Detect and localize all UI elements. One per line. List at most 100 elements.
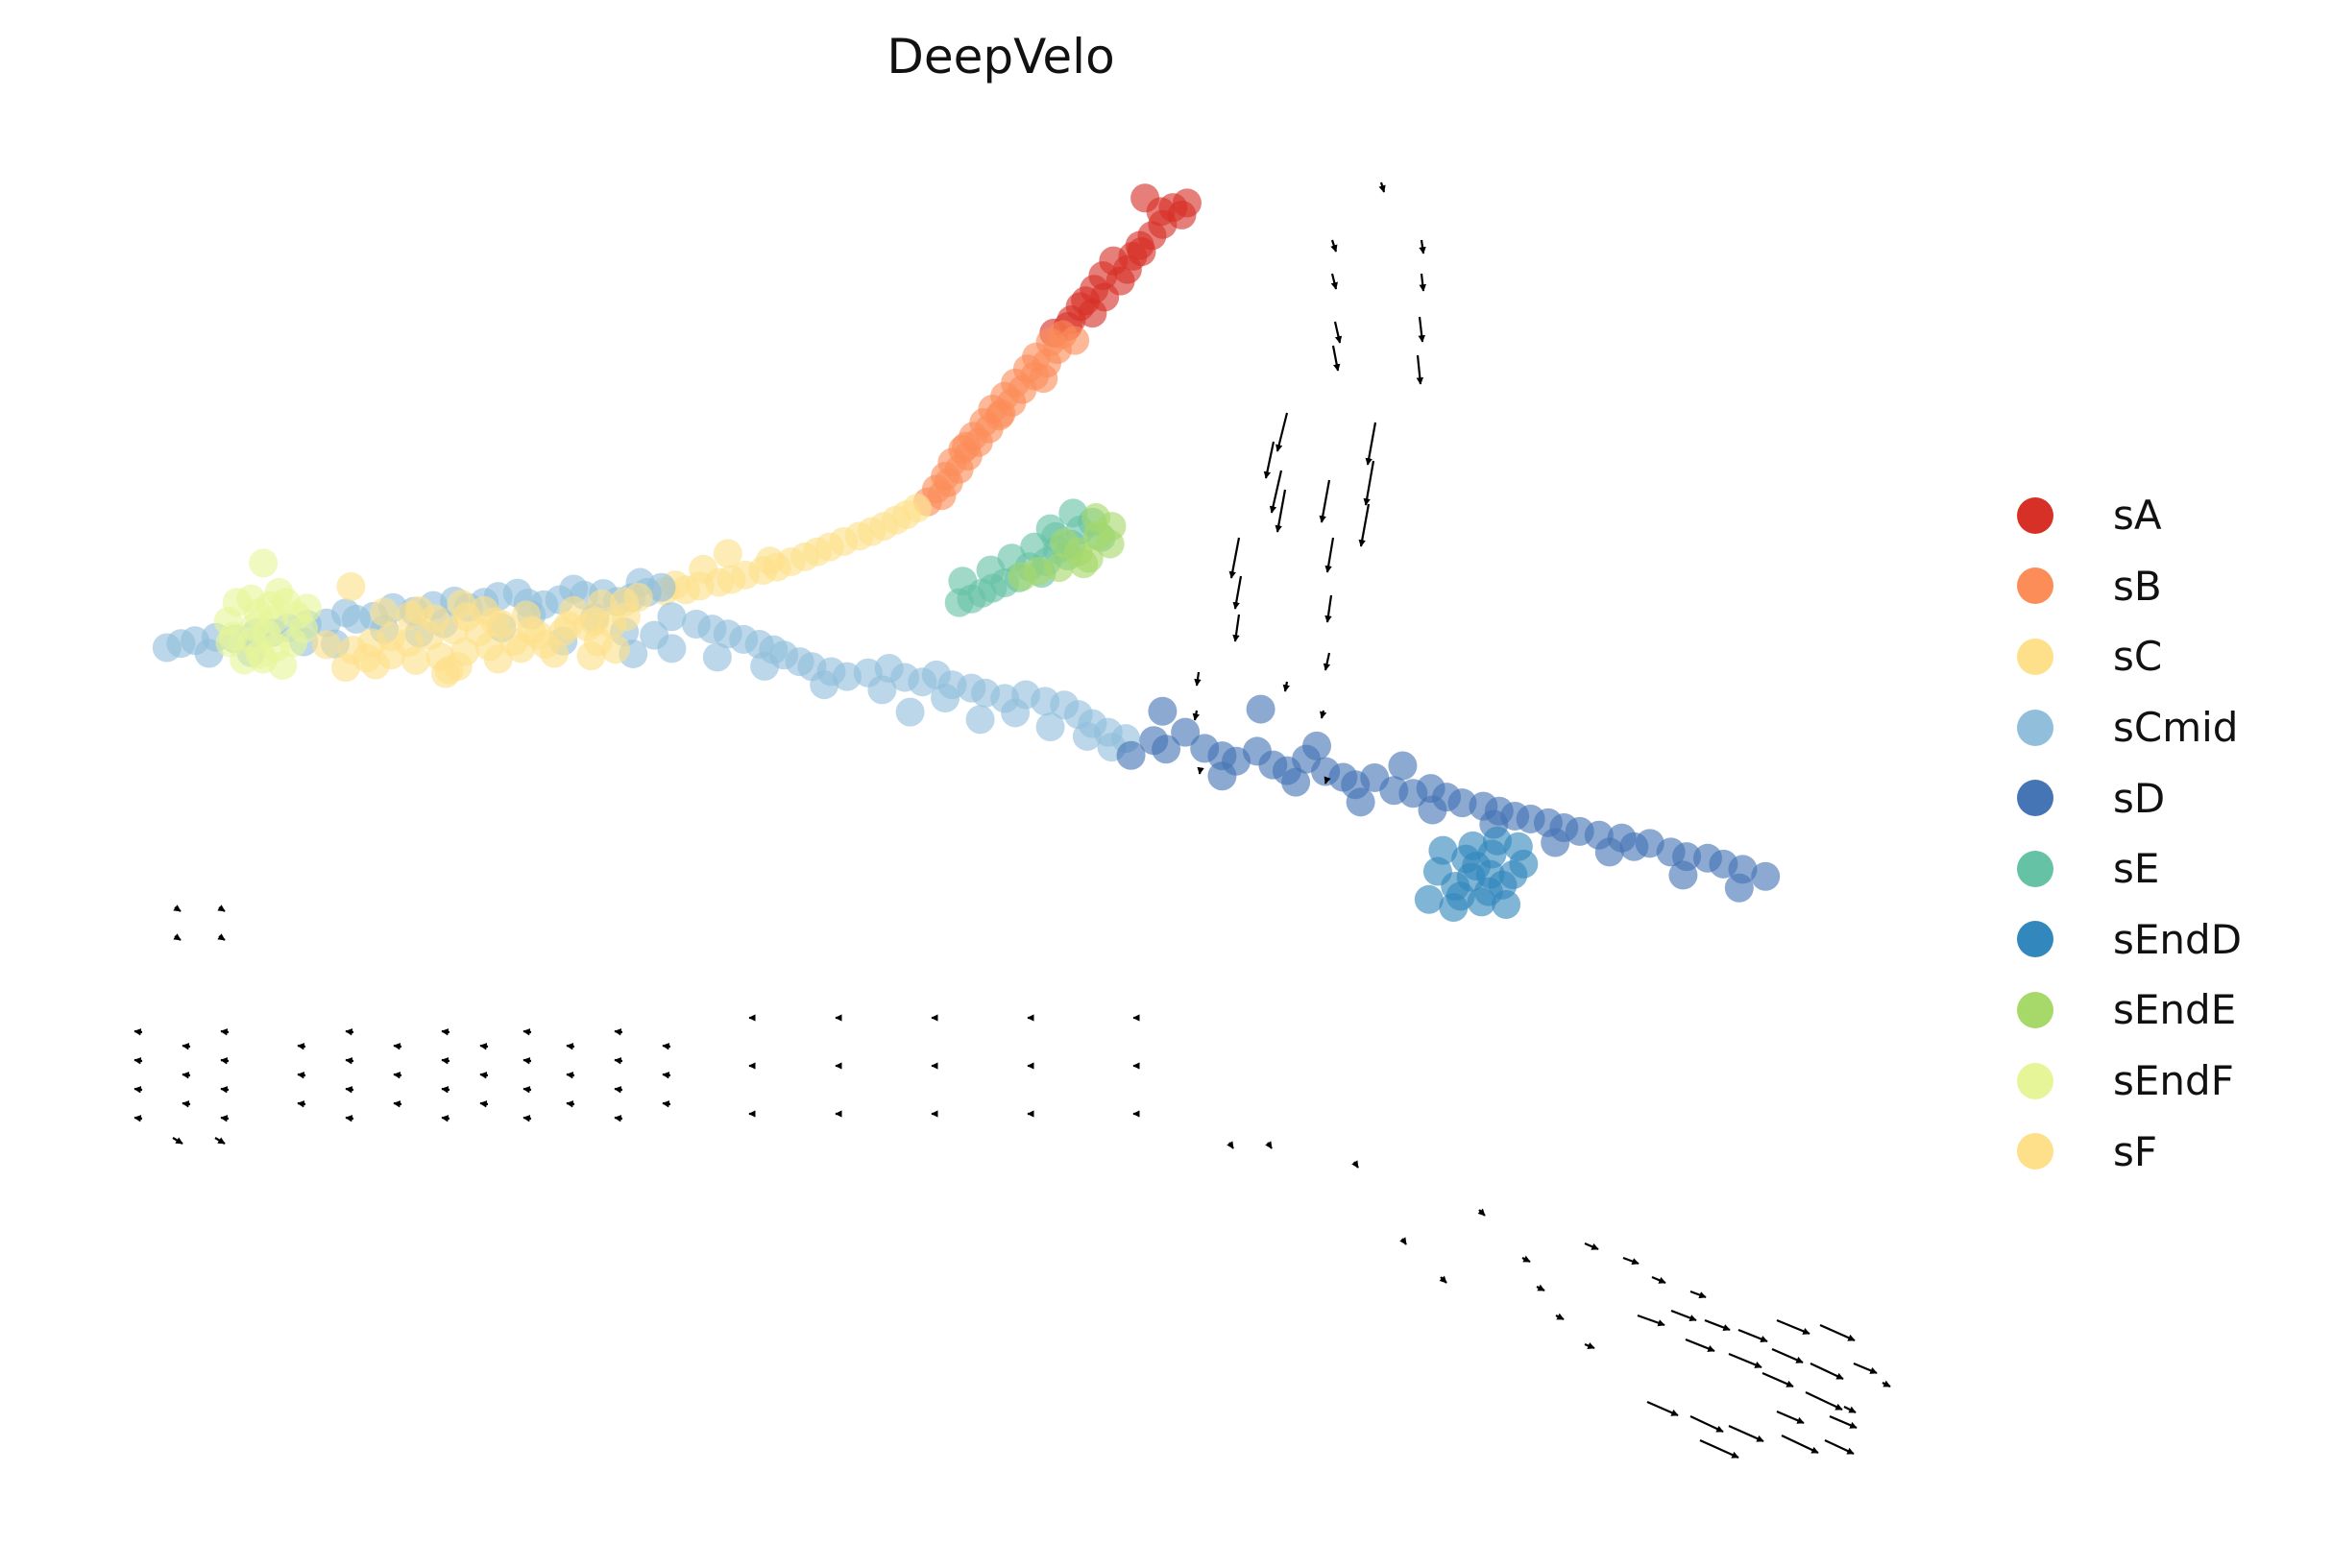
velocity-arrow (1439, 1275, 1447, 1284)
point-sD (1207, 761, 1237, 791)
velocity-arrow (173, 905, 182, 912)
point-sCmid (702, 642, 732, 672)
point-sD (1281, 767, 1311, 797)
point-sEndD (1467, 887, 1496, 917)
velocity-arrow (1324, 776, 1331, 784)
point-sCmid (152, 633, 182, 663)
velocity-arrow (1699, 1438, 1739, 1459)
velocity-arrow (297, 1100, 306, 1108)
point-sEndF (249, 548, 279, 578)
velocity-arrow (1689, 1415, 1724, 1433)
chart-title: DeepVelo (887, 29, 1115, 84)
velocity-arrow (1197, 766, 1204, 775)
legend-item-sD: sD (2017, 762, 2242, 833)
point-sF (336, 571, 366, 601)
point-sF (311, 630, 341, 660)
point-sA (1118, 241, 1148, 271)
velocity-arrow (172, 1137, 183, 1145)
velocity-arrow (522, 1115, 532, 1122)
velocity-arrow (1853, 1362, 1878, 1375)
point-sCmid (1072, 721, 1102, 751)
velocity-arrow (566, 1043, 575, 1050)
velocity-arrow (1282, 681, 1290, 692)
velocity-arrow (134, 1028, 143, 1036)
velocity-arrow (220, 1057, 230, 1065)
velocity-arrow (1685, 1338, 1715, 1353)
point-sF (480, 607, 510, 637)
velocity-arrow (1269, 470, 1283, 514)
velocity-arrow (1704, 1318, 1731, 1332)
velocity-arrow (1824, 1439, 1855, 1455)
velocity-arrow (1771, 1347, 1804, 1364)
velocity-arrow (220, 1028, 230, 1036)
point-sE (948, 567, 978, 596)
velocity-arrow (1477, 1208, 1486, 1217)
velocity-arrow (1227, 1141, 1234, 1149)
point-sEndF (292, 593, 322, 623)
velocity-arrow (522, 1057, 532, 1065)
legend-swatch (2017, 1133, 2053, 1170)
legend-label: sB (2113, 562, 2162, 610)
point-sEndF (279, 628, 308, 658)
velocity-arrow (1728, 1352, 1762, 1369)
velocity-arrow (1810, 1363, 1844, 1380)
velocity-arrow (441, 1028, 450, 1036)
velocity-arrow (1365, 422, 1377, 466)
point-sD (1148, 696, 1178, 726)
point-sB (1060, 326, 1090, 355)
point-sEndE (1069, 549, 1099, 579)
legend-label: sEndD (2113, 915, 2243, 963)
velocity-arrow (1419, 273, 1426, 292)
point-sC (689, 554, 718, 584)
point-sEndD (1422, 856, 1452, 886)
velocity-arrow (566, 1072, 575, 1079)
velocity-arrow (1419, 239, 1426, 254)
legend-item-sEndD: sEndD (2017, 905, 2242, 976)
point-sA (1146, 197, 1176, 227)
velocity-arrow (479, 1043, 489, 1050)
velocity-arrow (1330, 239, 1338, 253)
velocity-arrow (1776, 1318, 1810, 1336)
velocity-arrow (522, 1086, 532, 1094)
legend-item-sF: sF (2017, 1116, 2242, 1187)
point-sD (1388, 751, 1418, 781)
point-sD (1302, 731, 1331, 760)
velocity-arrow (134, 1115, 143, 1122)
point-sF (360, 650, 390, 680)
point-sC (713, 539, 742, 568)
point-sF (440, 615, 470, 645)
legend-item-sE: sE (2017, 833, 2242, 905)
velocity-arrow (345, 1115, 354, 1122)
velocity-arrow (1637, 1314, 1665, 1327)
legend-swatch (2017, 496, 2053, 534)
point-sEndF (264, 577, 294, 607)
velocity-arrow (1536, 1284, 1545, 1291)
velocity-arrow (1521, 1255, 1531, 1263)
point-sF (506, 634, 536, 663)
point-sD (1668, 860, 1698, 890)
velocity-arrow (297, 1072, 306, 1079)
velocity-arrow (1689, 1290, 1707, 1299)
legend-swatch (2017, 921, 2053, 958)
velocity-arrow (393, 1072, 402, 1079)
point-sE (976, 555, 1006, 585)
legend-label: sE (2113, 845, 2160, 893)
velocity-arrow (393, 1100, 402, 1108)
point-sD (1724, 873, 1754, 903)
velocity-arrow (1843, 1406, 1857, 1413)
velocity-arrow (614, 1115, 623, 1122)
point-sF (483, 644, 513, 674)
velocity-arrow (1728, 1424, 1764, 1443)
point-sCmid (895, 697, 925, 727)
velocity-arrow (345, 1086, 354, 1094)
velocity-arrows (134, 181, 1891, 1459)
velocity-arrow (1192, 710, 1200, 721)
point-sD (1346, 787, 1375, 817)
velocity-arrow (182, 1043, 191, 1050)
velocity-arrow (1351, 1160, 1359, 1169)
legend-item-sEndE: sEndE (2017, 975, 2242, 1046)
legend-swatch (2017, 850, 2053, 887)
point-sCmid (810, 670, 839, 700)
point-sD (1418, 795, 1447, 825)
point-sEndF (249, 644, 279, 674)
